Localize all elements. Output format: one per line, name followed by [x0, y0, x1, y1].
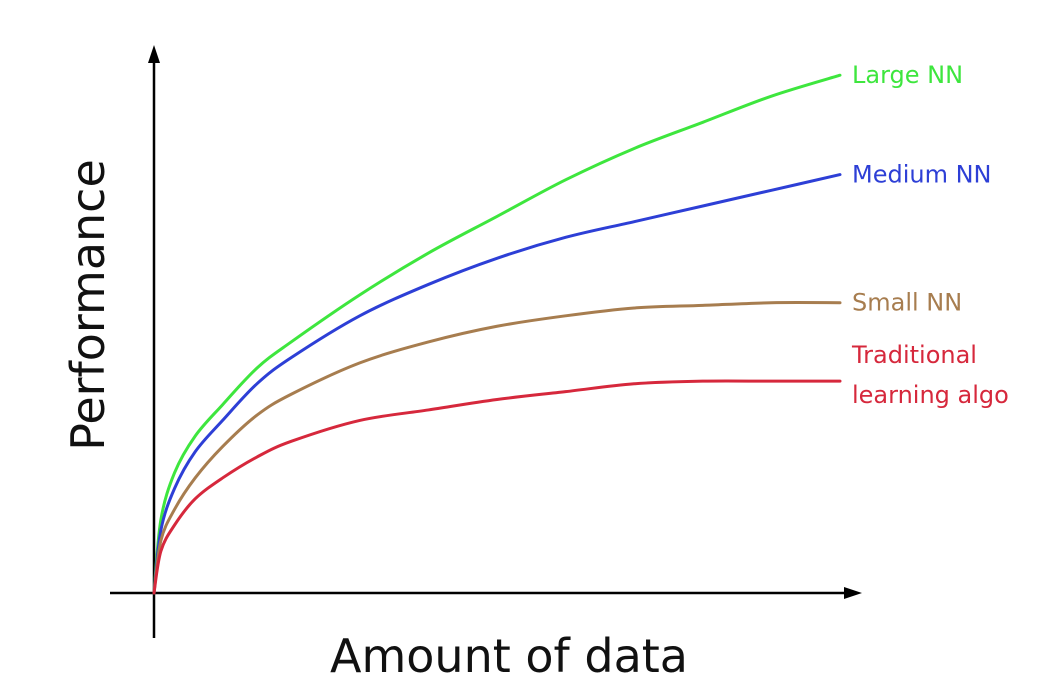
x-axis-arrowhead: [844, 587, 862, 599]
series-labels: Large NN Medium NN Small NN Traditional lear…: [851, 61, 1009, 409]
axes: [110, 45, 862, 638]
x-axis-label: Amount of data: [330, 629, 688, 683]
series-line-large-nn: [152, 73, 842, 595]
series-label-small-nn: Small NN: [852, 289, 962, 317]
series-line-traditional-learning-algo: [152, 379, 842, 595]
y-axis-label: Performance: [61, 159, 115, 451]
y-axis-arrowhead: [148, 45, 160, 63]
series-label-traditional-learning-algo: Traditional learning algo: [851, 341, 1009, 409]
series-line-medium-nn: [152, 173, 842, 595]
series-line-small-nn: [152, 301, 842, 595]
series-lines: [152, 73, 842, 595]
series-label-medium-nn: Medium NN: [852, 161, 992, 189]
series-label-large-nn: Large NN: [852, 61, 963, 89]
